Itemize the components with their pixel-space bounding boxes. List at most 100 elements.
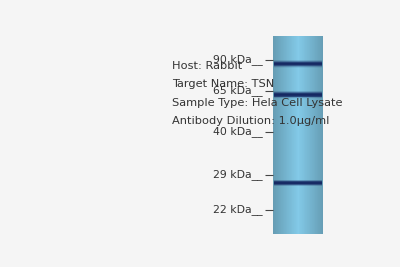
Bar bbox=[322, 36, 323, 234]
Bar bbox=[281, 36, 282, 234]
Bar bbox=[274, 65, 322, 66]
Bar bbox=[274, 95, 322, 96]
Bar bbox=[283, 36, 284, 234]
Bar bbox=[273, 36, 274, 234]
Bar bbox=[290, 36, 291, 234]
Bar bbox=[306, 36, 307, 234]
Bar bbox=[289, 36, 290, 234]
Bar bbox=[310, 36, 311, 234]
Bar bbox=[274, 63, 322, 64]
Bar bbox=[276, 36, 277, 234]
Bar bbox=[274, 182, 322, 183]
Bar bbox=[274, 92, 322, 93]
Bar bbox=[275, 36, 276, 234]
Text: Antibody Dilution: 1.0μg/ml: Antibody Dilution: 1.0μg/ml bbox=[172, 116, 330, 127]
Bar bbox=[277, 36, 278, 234]
Bar bbox=[278, 36, 279, 234]
Bar bbox=[300, 36, 301, 234]
Bar bbox=[274, 184, 322, 185]
Bar bbox=[308, 36, 310, 234]
Bar bbox=[291, 36, 292, 234]
Bar bbox=[302, 36, 303, 234]
Bar bbox=[274, 183, 322, 184]
Bar bbox=[274, 62, 322, 63]
Bar bbox=[321, 36, 322, 234]
Bar bbox=[284, 36, 285, 234]
Bar bbox=[274, 67, 322, 68]
Bar bbox=[320, 36, 321, 234]
Bar bbox=[297, 36, 298, 234]
Text: 29 kDa__: 29 kDa__ bbox=[213, 170, 262, 180]
Bar bbox=[274, 60, 322, 61]
Bar bbox=[297, 36, 298, 234]
Bar bbox=[274, 182, 322, 183]
Bar bbox=[284, 36, 285, 234]
Bar bbox=[318, 36, 319, 234]
Text: 40 kDa__: 40 kDa__ bbox=[213, 126, 262, 137]
Bar bbox=[298, 36, 299, 234]
Bar bbox=[285, 36, 286, 234]
Bar bbox=[274, 92, 322, 93]
Bar bbox=[318, 36, 319, 234]
Bar bbox=[301, 36, 302, 234]
Bar bbox=[274, 60, 322, 61]
Bar bbox=[274, 97, 322, 98]
Bar bbox=[292, 36, 293, 234]
Bar bbox=[274, 97, 322, 98]
Bar bbox=[274, 98, 322, 99]
Bar bbox=[274, 96, 322, 97]
Bar bbox=[307, 36, 308, 234]
Bar bbox=[317, 36, 318, 234]
Bar bbox=[274, 185, 322, 186]
Bar bbox=[274, 65, 322, 66]
Bar bbox=[274, 185, 322, 186]
Bar bbox=[274, 94, 322, 95]
Bar bbox=[274, 61, 322, 62]
Bar bbox=[274, 181, 322, 182]
Bar bbox=[289, 36, 290, 234]
Bar bbox=[274, 93, 322, 94]
Bar bbox=[274, 67, 322, 68]
Bar bbox=[279, 36, 280, 234]
Text: Sample Type: Hela Cell Lysate: Sample Type: Hela Cell Lysate bbox=[172, 98, 343, 108]
Bar bbox=[317, 36, 318, 234]
Bar bbox=[274, 183, 322, 184]
Bar bbox=[274, 91, 322, 92]
Bar bbox=[274, 36, 275, 234]
Bar bbox=[311, 36, 312, 234]
Bar bbox=[300, 36, 302, 234]
Bar bbox=[299, 36, 300, 234]
Bar bbox=[288, 36, 289, 234]
Bar bbox=[276, 36, 277, 234]
Bar bbox=[305, 36, 306, 234]
Text: 90 kDa__: 90 kDa__ bbox=[213, 54, 262, 65]
Bar bbox=[274, 61, 322, 62]
Bar bbox=[274, 180, 322, 181]
Bar bbox=[309, 36, 310, 234]
Text: Target Name: TSN: Target Name: TSN bbox=[172, 80, 275, 89]
Bar bbox=[303, 36, 304, 234]
Bar bbox=[287, 36, 288, 234]
Bar bbox=[274, 91, 322, 92]
Bar bbox=[316, 36, 317, 234]
Bar bbox=[315, 36, 316, 234]
Bar bbox=[274, 185, 322, 186]
Bar bbox=[282, 36, 283, 234]
Bar bbox=[274, 66, 322, 67]
Bar bbox=[274, 64, 322, 65]
Bar bbox=[310, 36, 311, 234]
Bar bbox=[274, 67, 322, 68]
Bar bbox=[274, 98, 322, 99]
Bar bbox=[274, 181, 322, 182]
Text: 65 kDa__: 65 kDa__ bbox=[213, 85, 262, 96]
Bar bbox=[299, 36, 300, 234]
Bar bbox=[319, 36, 320, 234]
Text: 22 kDa__: 22 kDa__ bbox=[213, 205, 262, 215]
Bar bbox=[274, 96, 322, 97]
Bar bbox=[304, 36, 305, 234]
Bar bbox=[292, 36, 293, 234]
Bar bbox=[274, 94, 322, 95]
Bar bbox=[274, 95, 322, 96]
Bar bbox=[286, 36, 287, 234]
Bar bbox=[274, 64, 322, 65]
